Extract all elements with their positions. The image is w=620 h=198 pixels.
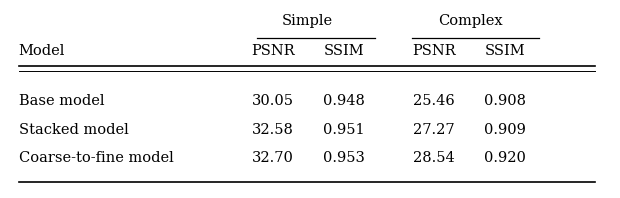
Text: SSIM: SSIM bbox=[324, 45, 365, 58]
Text: 0.951: 0.951 bbox=[323, 123, 365, 137]
Text: SSIM: SSIM bbox=[485, 45, 526, 58]
Text: PSNR: PSNR bbox=[412, 45, 456, 58]
Text: 0.920: 0.920 bbox=[484, 151, 526, 165]
Text: 0.953: 0.953 bbox=[323, 151, 365, 165]
Text: 0.948: 0.948 bbox=[323, 94, 365, 108]
Text: Stacked model: Stacked model bbox=[19, 123, 128, 137]
Text: Simple: Simple bbox=[281, 14, 332, 28]
Text: 0.909: 0.909 bbox=[484, 123, 526, 137]
Text: Base model: Base model bbox=[19, 94, 104, 108]
Text: Complex: Complex bbox=[438, 14, 502, 28]
Text: 30.05: 30.05 bbox=[252, 94, 294, 108]
Text: 32.58: 32.58 bbox=[252, 123, 294, 137]
Text: 27.27: 27.27 bbox=[413, 123, 455, 137]
Text: 0.908: 0.908 bbox=[484, 94, 526, 108]
Text: Model: Model bbox=[19, 45, 65, 58]
Text: 32.70: 32.70 bbox=[252, 151, 294, 165]
Text: 28.54: 28.54 bbox=[413, 151, 455, 165]
Text: PSNR: PSNR bbox=[251, 45, 294, 58]
Text: 25.46: 25.46 bbox=[413, 94, 455, 108]
Text: Coarse-to-fine model: Coarse-to-fine model bbox=[19, 151, 174, 165]
